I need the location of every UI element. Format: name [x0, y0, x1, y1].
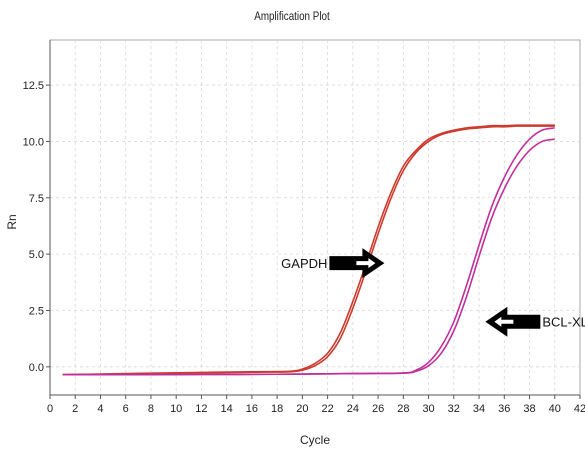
x-tick-label: 2: [72, 403, 78, 415]
x-tick-label: 22: [321, 403, 333, 415]
x-tick-label: 16: [246, 403, 258, 415]
x-tick-label: 30: [422, 403, 434, 415]
x-tick-label: 12: [195, 403, 207, 415]
x-tick-label: 36: [498, 403, 510, 415]
annotation-label: BCL-XL: [542, 315, 585, 330]
y-axis-label: Rn: [5, 214, 19, 229]
x-tick-label: 0: [47, 403, 53, 415]
chart-title: Amplification Plot: [254, 10, 329, 23]
x-tick-label: 24: [347, 403, 359, 415]
y-tick-label: 0.0: [29, 362, 44, 374]
y-tick-label: 2.5: [29, 305, 44, 317]
y-ticks: 0.0 2.5 5.0 7.5 10.0 12.5: [23, 80, 50, 374]
x-tick-label: 6: [123, 403, 129, 415]
x-tick-label: 40: [549, 403, 561, 415]
x-tick-label: 32: [448, 403, 460, 415]
x-tick-label: 20: [296, 403, 308, 415]
x-tick-label: 28: [397, 403, 409, 415]
x-tick-label: 4: [97, 403, 103, 415]
x-ticks: 0 2 4 6 8 10 12 14 16 18 20 22 24 26 28 30 32 34 36 38 40 42: [47, 395, 585, 415]
x-tick-label: 34: [473, 403, 485, 415]
x-tick-label: 10: [170, 403, 182, 415]
x-tick-label: 38: [523, 403, 535, 415]
x-tick-label: 26: [372, 403, 384, 415]
y-tick-label: 5.0: [29, 249, 44, 261]
y-tick-label: 7.5: [29, 193, 44, 205]
x-tick-label: 8: [148, 403, 154, 415]
y-tick-label: 12.5: [23, 80, 44, 92]
x-axis-label: Cycle: [300, 433, 330, 447]
annotation-label: GAPDH: [281, 256, 327, 271]
plot-area: [50, 40, 580, 395]
x-tick-label: 42: [574, 403, 585, 415]
x-tick-label: 14: [221, 403, 233, 415]
y-tick-label: 10.0: [23, 136, 44, 148]
x-tick-label: 18: [271, 403, 283, 415]
